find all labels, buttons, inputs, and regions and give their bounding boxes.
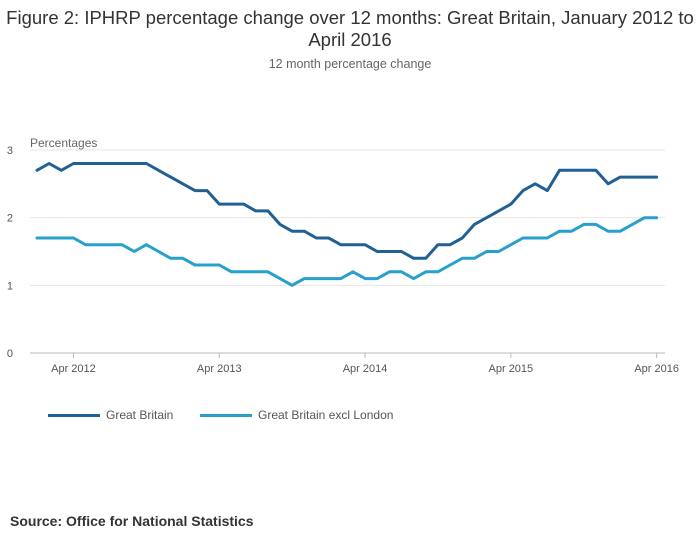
y-tick-label: 2	[7, 213, 13, 225]
y-tick-label: 3	[7, 145, 13, 157]
series-line-great-britain[interactable]	[35, 162, 659, 260]
y-axis-label: Percentages	[30, 136, 97, 150]
x-tick-label: Apr 2013	[197, 363, 242, 375]
x-tick-label: Apr 2016	[634, 363, 679, 375]
axes: 0 1 2 3 Apr 2012 Apr 2013 Apr 2014 Apr 2015 Apr …	[7, 145, 679, 375]
series-line-great-britain-excl-london[interactable]	[35, 216, 659, 287]
y-tick-label: 1	[7, 280, 13, 292]
x-tick-label: Apr 2014	[343, 363, 388, 375]
legend-swatch-great-britain	[48, 413, 100, 417]
source-note: Source: Office for National Statistics	[10, 513, 254, 529]
series-lines	[35, 162, 659, 287]
chart-subtitle: 12 month percentage change	[268, 57, 432, 71]
x-tick-label: Apr 2015	[489, 363, 534, 375]
legend-item-great-britain[interactable]: Great Britain	[48, 408, 173, 422]
x-tick-label: Apr 2012	[51, 363, 96, 375]
legend-swatch-great-britain-excl-london	[200, 413, 252, 417]
gridlines	[30, 149, 665, 286]
chart-title: Figure 2: IPHRP percentage change over 1…	[6, 7, 694, 50]
legend-label-great-britain-excl-london: Great Britain excl London	[258, 408, 394, 422]
y-tick-label: 0	[7, 348, 13, 360]
legend-label-great-britain: Great Britain	[106, 408, 174, 422]
legend-item-great-britain-excl-london[interactable]: Great Britain excl London	[200, 408, 393, 422]
